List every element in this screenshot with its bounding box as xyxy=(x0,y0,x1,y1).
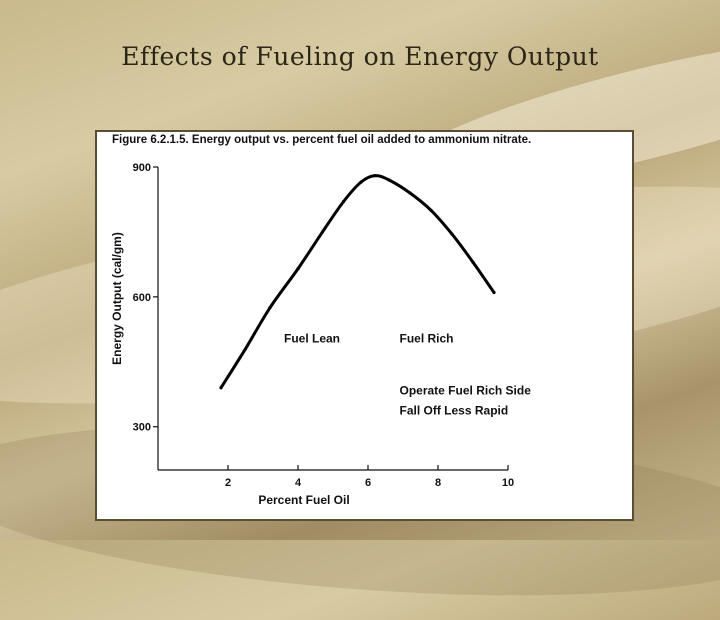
data-point xyxy=(296,267,300,271)
x-axis-label: Percent Fuel Oil xyxy=(258,493,349,507)
y-axis-label: Energy Output (cal/gm) xyxy=(110,232,124,365)
figure-caption: Figure 6.2.1.5. Energy output vs. percen… xyxy=(112,134,532,146)
x-tick-label: 10 xyxy=(502,477,514,489)
x-tick-label: 6 xyxy=(365,477,371,489)
data-point xyxy=(492,290,496,295)
data-point xyxy=(320,230,325,234)
data-point xyxy=(268,306,272,310)
figure-frame: Figure 6.2.1.5. Energy output vs. percen… xyxy=(95,130,634,521)
chart-annotation: Operate Fuel Rich Side xyxy=(400,383,532,397)
data-point xyxy=(341,200,346,204)
data-point xyxy=(359,180,363,184)
series-line-0 xyxy=(219,174,496,390)
energy-output-chart: 300 600 900 2 4 6 8 10 Percent Fuel Oil Energy Ou… xyxy=(110,162,532,507)
data-point xyxy=(243,347,248,351)
data-point xyxy=(429,208,433,212)
data-point xyxy=(471,260,475,264)
y-tick-label: 600 xyxy=(133,292,151,304)
data-point xyxy=(219,386,223,390)
data-point xyxy=(387,178,391,182)
y-tick-label: 300 xyxy=(133,422,151,434)
chart-annotation: Fuel Rich xyxy=(400,331,454,345)
y-tick-label: 900 xyxy=(133,162,151,174)
chart-annotation: Fuel Lean xyxy=(284,331,340,345)
chart-annotation: Fall Off Less Rapid xyxy=(400,404,509,418)
slide-title: Effects of Fueling on Energy Output xyxy=(121,42,599,71)
x-tick-label: 2 xyxy=(225,477,231,489)
data-point xyxy=(450,232,454,236)
data-point xyxy=(408,191,412,195)
data-point xyxy=(373,174,377,178)
x-tick-label: 4 xyxy=(295,477,302,489)
x-tick-label: 8 xyxy=(435,477,441,489)
